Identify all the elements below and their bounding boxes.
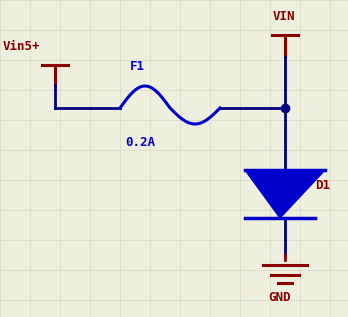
Text: GND: GND: [268, 291, 291, 304]
Text: D1: D1: [315, 179, 330, 192]
Text: VIN: VIN: [273, 10, 295, 23]
Text: Vin5+: Vin5+: [3, 40, 40, 53]
Text: F1: F1: [130, 60, 145, 73]
Text: 0.2A: 0.2A: [125, 136, 155, 149]
Polygon shape: [245, 170, 325, 218]
